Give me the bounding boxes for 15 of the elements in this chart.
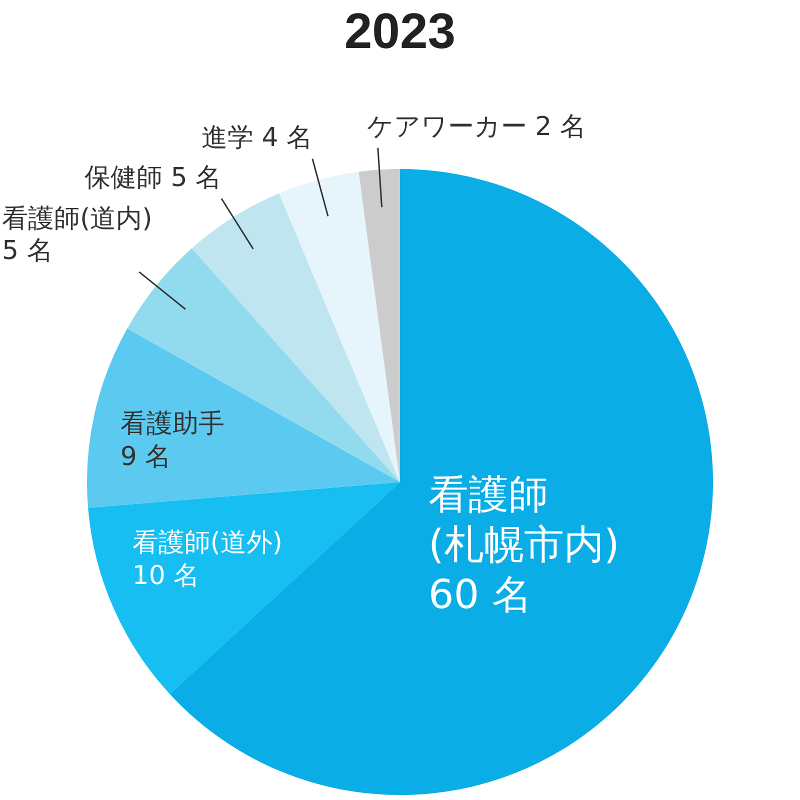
data-label: 5 名 — [2, 236, 53, 266]
slice-label: 進学 — [201, 122, 254, 153]
slice-label: 看護師(道内) — [2, 204, 152, 234]
data-label: 2 名 — [535, 112, 586, 142]
slice-label: 保健師 — [84, 162, 162, 193]
slice-label: 看護師(札幌市内) — [428, 472, 620, 568]
chart-title: 2023 — [344, 3, 456, 59]
data-label: 60 名 — [428, 572, 532, 618]
slice-label: ケアワーカー — [366, 112, 527, 142]
data-label: 10 名 — [132, 560, 200, 591]
data-label: 5 名 — [170, 162, 222, 193]
slice-label: 看護師(道外) — [132, 528, 283, 558]
data-label: 9 名 — [120, 442, 172, 472]
slice-label: 看護助手 — [120, 409, 224, 440]
data-label: 4 名 — [262, 122, 312, 153]
